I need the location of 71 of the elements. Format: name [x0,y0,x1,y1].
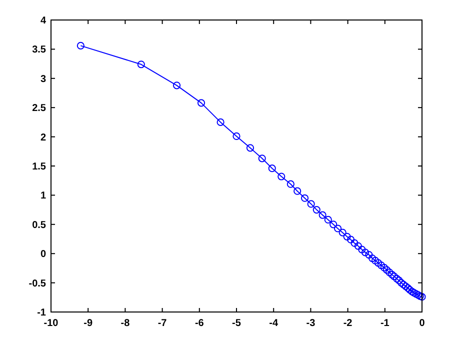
point [368,254,376,262]
y-tick-label: -0.5 [28,278,46,290]
point [343,232,351,240]
x-tick-label: -5 [232,318,242,329]
point [361,248,370,256]
point [358,246,366,254]
point [268,164,276,172]
point [386,268,394,276]
point [286,180,294,188]
point [371,256,380,264]
point [390,272,398,280]
point [404,284,412,292]
x-tick-label: -8 [120,318,130,329]
point [377,261,385,270]
point [365,250,373,259]
point [330,220,338,228]
point [334,224,342,232]
y-tick-label: 0.5 [32,220,46,231]
point [278,172,286,180]
point [354,242,362,250]
point [246,144,254,152]
point [137,60,145,68]
point [408,288,416,296]
point [374,259,382,267]
point [294,187,302,195]
y-tick-label: 3.5 [32,44,46,56]
point [380,264,388,272]
y-tick-label: -1 [37,308,46,318]
x-tick-label: -4 [269,318,278,329]
y-tick-label: 2.5 [32,103,46,114]
point [197,99,206,107]
point [300,194,309,202]
point [392,274,401,283]
point [418,293,426,301]
y-tick-label: 1.5 [32,162,46,172]
point [312,206,320,214]
x-tick-label: -10 [44,318,59,329]
point [346,236,355,244]
point [318,211,326,219]
point [400,280,408,288]
point [172,82,181,90]
point [410,288,418,297]
point [406,286,414,294]
x-tick-label: 0 [419,318,426,329]
point [76,42,84,50]
point [414,291,422,299]
point [416,292,424,300]
x-tick-label: -6 [194,318,204,329]
x-tick-label: -7 [158,318,168,329]
x-tick-label: -3 [306,318,316,329]
y-tick-label: 1 [40,190,46,202]
x-tick-label: -9 [84,318,93,329]
point [395,276,403,284]
point [216,118,224,126]
point [402,282,410,290]
y-tick-label: 4 [40,16,46,26]
point [397,279,406,287]
point [338,228,346,236]
point [307,200,315,208]
y-tick-label: 2 [40,132,46,144]
point [232,132,240,140]
point [382,266,391,274]
point [350,239,358,247]
point [388,270,396,278]
point [412,290,420,298]
x-tick-label: -2 [343,318,353,329]
x-tick-label: -1 [380,318,390,329]
point [258,154,266,162]
y-tick-label: 0 [40,249,46,260]
y-tick-label: 3 [40,74,46,85]
point [324,216,332,224]
